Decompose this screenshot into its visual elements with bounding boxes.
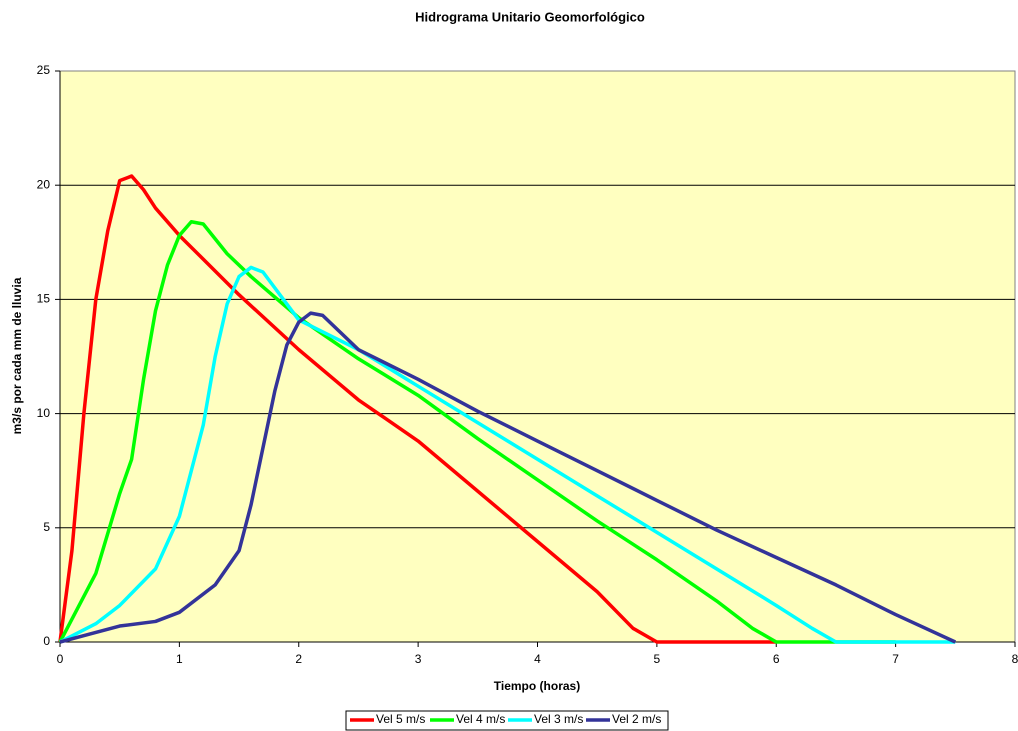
- y-tick-label: 25: [37, 63, 51, 77]
- y-tick-label: 10: [37, 406, 51, 420]
- x-axis-label: Tiempo (horas): [494, 679, 580, 693]
- x-tick-label: 4: [534, 652, 541, 666]
- x-tick-label: 6: [773, 652, 780, 666]
- x-tick-label: 1: [176, 652, 183, 666]
- series-line: [59, 311, 957, 644]
- x-tick-label: 8: [1012, 652, 1018, 666]
- y-tick-label: 15: [37, 292, 51, 306]
- legend: [345, 710, 669, 731]
- y-tick-label: 0: [43, 634, 50, 648]
- x-tick-label: 5: [654, 652, 661, 666]
- x-tick-label: 0: [57, 652, 64, 666]
- series-line: [58, 174, 777, 644]
- y-tick-label: 20: [37, 177, 51, 191]
- x-tick-label: 3: [415, 652, 422, 666]
- legend-label: Vel 4 m/s: [456, 712, 505, 726]
- series-line: [59, 265, 956, 644]
- x-tick-label: 2: [295, 652, 302, 666]
- chart-title: Hidrograma Unitario Geomorfológico: [415, 9, 645, 24]
- legend-label: Vel 2 m/s: [612, 712, 661, 726]
- legend-label: Vel 3 m/s: [534, 712, 583, 726]
- plot-area: [59, 70, 1016, 643]
- x-tick-label: 7: [892, 652, 899, 666]
- y-axis-label: m3/s por cada mm de lluvia: [10, 277, 24, 434]
- series-line: [58, 219, 896, 644]
- y-tick-label: 5: [43, 520, 50, 534]
- legend-label: Vel 5 m/s: [376, 712, 425, 726]
